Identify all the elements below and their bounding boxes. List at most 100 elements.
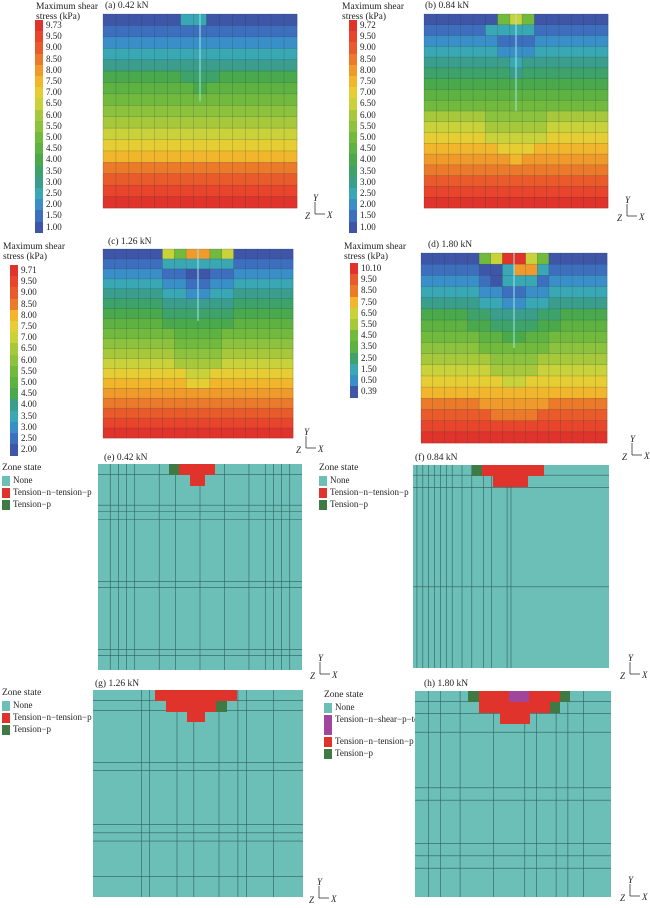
mesh-cell [534,197,547,209]
mesh-cell [103,428,116,439]
mesh-cell [572,297,585,310]
mesh-cell [138,388,151,399]
mesh-cell [115,105,130,117]
mesh-cell [421,297,433,310]
mesh-cell [115,59,130,72]
mesh-cell [284,59,298,72]
mesh-cell [432,364,445,377]
mesh-cell [150,408,163,419]
mesh-cell [479,364,492,377]
mesh-cell [460,143,474,155]
mesh-cell [546,100,560,112]
mesh-cell [455,264,468,276]
mesh-cell [198,348,211,359]
mesh-cell [167,36,181,49]
mesh-cell [167,105,181,117]
mesh-cell [103,408,116,419]
legend-swatch [349,165,357,178]
legend-swatch [349,64,357,77]
mesh-cell [221,338,234,349]
mesh-cell [232,116,246,129]
mesh-cell [460,14,474,26]
mesh-cell [421,320,433,332]
mesh-cell [245,258,258,270]
mesh-cell [115,196,130,209]
mesh-cell [436,24,449,36]
mesh-cell [269,268,282,280]
mesh-cell [497,24,511,36]
mesh-cell [245,249,258,260]
mesh-cell [167,82,181,95]
mesh-cell [162,308,175,319]
mesh-cell [444,331,457,343]
mesh-cell [548,387,561,399]
mesh-cell [233,418,246,429]
mesh-cell [154,48,168,60]
mesh-cell [455,286,468,299]
mesh-cell [154,71,168,83]
legend-title: Zone state [319,463,359,473]
mesh-cell [257,249,270,260]
legend-tick-label: 1.50 [46,210,62,221]
mesh-cell [448,57,462,69]
mesh-cell [206,48,220,60]
mesh-cell [209,338,223,349]
mesh-cell [490,353,503,366]
mesh-cell [514,353,526,366]
mesh-cell [460,57,474,69]
legend-swatch [350,319,358,331]
mesh-cell [572,264,585,276]
mesh-cell [479,398,492,410]
mesh-cell [162,268,175,280]
mesh-cell [206,116,220,129]
mesh-cell [421,286,433,299]
mesh-cell [448,24,462,36]
legend-tick-label: 9.00 [46,42,62,53]
axis-triad: YZ X [305,193,333,221]
mesh-cell [595,275,608,287]
mesh-cell [233,288,246,300]
zone-cell [493,476,528,487]
mesh-cell [138,249,151,260]
legend-tick-label: 9.50 [361,274,377,285]
legend-swatch [10,365,18,378]
legend-swatch [349,98,357,111]
mesh-cell [448,143,462,155]
mesh-cell [221,358,234,369]
mesh-cell [490,297,503,310]
mesh-cell [257,368,270,379]
mesh-cell [193,173,207,186]
mesh-cell [548,431,561,444]
mesh-cell [479,286,492,299]
mesh-cell [583,264,596,276]
mesh-cell [284,139,298,152]
mesh-cell [522,100,535,112]
mesh-cell [174,378,187,389]
legend-swatch [35,42,43,55]
mesh-cell [128,48,143,60]
mesh-cell [281,348,294,359]
mesh-cell [269,249,282,260]
mesh-cell [595,132,609,144]
zone-cell [216,701,227,712]
mesh-cell [522,175,535,187]
mesh-cell [436,197,449,209]
mesh-cell [444,264,457,276]
mesh-cell [141,59,156,72]
mesh-cell [150,348,163,359]
mesh-cell [595,320,608,332]
mesh-cell [180,82,194,95]
mesh-cell [436,186,449,198]
mesh-cell [186,368,199,379]
legend-tick-label: 4.00 [46,154,62,165]
legend-swatch [349,176,357,189]
mesh-cell [150,378,163,389]
mesh-cell [162,298,175,309]
mesh-cell [514,398,526,410]
mesh-cell [162,348,175,359]
mesh-cell [103,128,117,140]
legend-tick-label: 0.50 [361,375,377,385]
mesh-cell [245,82,259,95]
mesh-cell [233,318,246,329]
axis-label-z: Z [622,452,628,462]
